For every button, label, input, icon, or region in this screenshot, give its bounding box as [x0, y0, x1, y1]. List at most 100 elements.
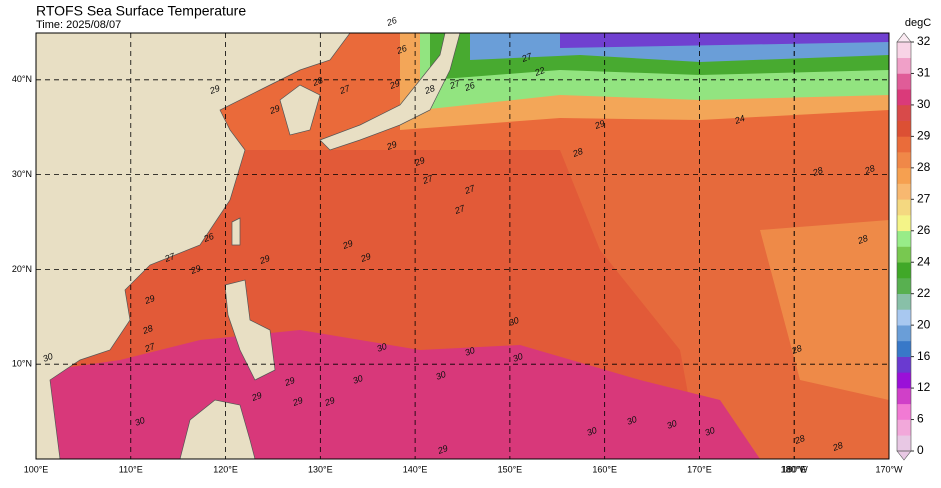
time: Time: 2025/08/07	[36, 19, 121, 31]
contour-label: 30	[351, 373, 364, 386]
lon-label: 130°E	[308, 464, 333, 474]
contour-label: 27	[519, 51, 534, 65]
colorbar-segment	[897, 167, 911, 184]
contour-label: 29	[592, 118, 606, 131]
land-philippines	[224, 279, 276, 381]
contour-label: 29	[290, 395, 304, 408]
colorbar-label: 0	[917, 443, 924, 457]
colorbar-top-arrow	[896, 32, 912, 43]
lat-label: 40°N	[12, 74, 32, 84]
colorbar-segment	[897, 277, 911, 294]
colorbar-segment	[897, 199, 911, 216]
contour-label: 28	[310, 75, 324, 88]
contour-label: 29	[412, 155, 426, 168]
contour-label: 22	[532, 65, 546, 78]
contour-label: 28	[855, 233, 869, 246]
land-korea	[279, 84, 321, 136]
colorbar-label: 26	[917, 223, 931, 237]
contour-label: 27	[162, 251, 177, 265]
contour-label: 29	[384, 139, 398, 152]
colorbar-segment	[897, 403, 911, 420]
contour-label: 29	[267, 103, 281, 116]
lat-label: 10°N	[12, 359, 32, 369]
colorbar-segment	[897, 230, 911, 247]
contour-label: 27	[142, 341, 157, 355]
contour-label: 27	[420, 173, 435, 187]
contour-label: 30	[133, 415, 146, 428]
colorbar-segment	[897, 325, 911, 342]
lat-label: 20°N	[12, 264, 32, 274]
lon-label: 170°E	[687, 464, 712, 474]
colorbar-segment	[897, 73, 911, 90]
lon-label: 100°E	[24, 464, 49, 474]
colorbar-segment	[897, 136, 911, 153]
colorbar-segment	[897, 104, 911, 121]
contour-label: 28	[789, 343, 803, 356]
land-taiwan	[231, 217, 241, 246]
contour-label: 30	[625, 414, 638, 427]
colorbar-segment	[897, 372, 911, 389]
colorbar-label: 32	[917, 34, 931, 48]
map-frame	[35, 32, 890, 460]
land-asia	[36, 33, 351, 459]
land-japan	[319, 33, 461, 151]
contour-label: 28	[422, 83, 436, 96]
contour-label: 28	[792, 433, 806, 446]
colorbar-segment	[897, 152, 911, 169]
contour-label: 30	[511, 351, 524, 364]
lon-label: 140°E	[403, 464, 428, 474]
lon-label: 180°E	[782, 464, 807, 474]
lon-label: 170°W	[875, 464, 903, 474]
contour-label: 26	[384, 15, 398, 28]
lat-label: 30°N	[12, 169, 32, 179]
contour-label: 29	[282, 375, 296, 388]
colorbar-segment	[897, 57, 911, 74]
contour-label: 28	[862, 163, 876, 176]
colorbar-label: 16	[917, 349, 931, 363]
colorbar-segment	[897, 120, 911, 137]
sea-28	[760, 220, 889, 400]
colorbar-segment	[897, 309, 911, 326]
lon-label: 180°W	[781, 464, 809, 474]
lon-label: 120°E	[213, 464, 238, 474]
lon-label: 110°E	[119, 464, 143, 474]
colorbar-unit: degC	[905, 17, 931, 29]
colorbar-bottom-arrow	[896, 450, 912, 461]
contour-label: 27	[447, 78, 462, 92]
contour-label: 26	[462, 80, 476, 93]
colorbar-segment	[897, 246, 911, 263]
title: RTOFS Sea Surface Temperature	[36, 3, 246, 19]
lon-label: 160°E	[592, 464, 617, 474]
contour-label: 30	[41, 351, 54, 364]
contour-label: 30	[585, 425, 598, 438]
contour-label: 29	[322, 395, 336, 408]
contour-label: 30	[434, 369, 447, 382]
contour-label: 27	[337, 83, 352, 97]
colorbar-segment	[897, 388, 911, 405]
contour-label: 29	[340, 238, 354, 251]
colorbar-segment	[897, 215, 911, 232]
contour-label: 29	[188, 263, 202, 276]
colorbar-segment	[897, 356, 911, 373]
contour-label: 28	[140, 323, 154, 336]
contour-label: 29	[257, 253, 271, 266]
contour-label: 29	[207, 83, 221, 96]
contour-label: 30	[375, 341, 388, 354]
colorbar-segment	[897, 435, 911, 452]
colorbar-label: 31	[917, 66, 931, 80]
colorbar-frame	[896, 41, 912, 452]
colorbar-label: 6	[917, 412, 924, 426]
colorbar-label: 28	[917, 160, 931, 174]
contour-label: 28	[810, 165, 824, 178]
colorbar-label: 24	[917, 254, 931, 268]
colorbar-label: 29	[917, 129, 931, 143]
map-field	[36, 33, 889, 459]
contour-label: 27	[452, 203, 467, 217]
colorbar-segment	[897, 293, 911, 310]
contour-label: 30	[507, 315, 520, 328]
contour-label: 26	[201, 231, 215, 244]
colorbar-segment	[897, 419, 911, 436]
contour-label: 30	[463, 345, 476, 358]
contour-label: 29	[387, 78, 401, 91]
